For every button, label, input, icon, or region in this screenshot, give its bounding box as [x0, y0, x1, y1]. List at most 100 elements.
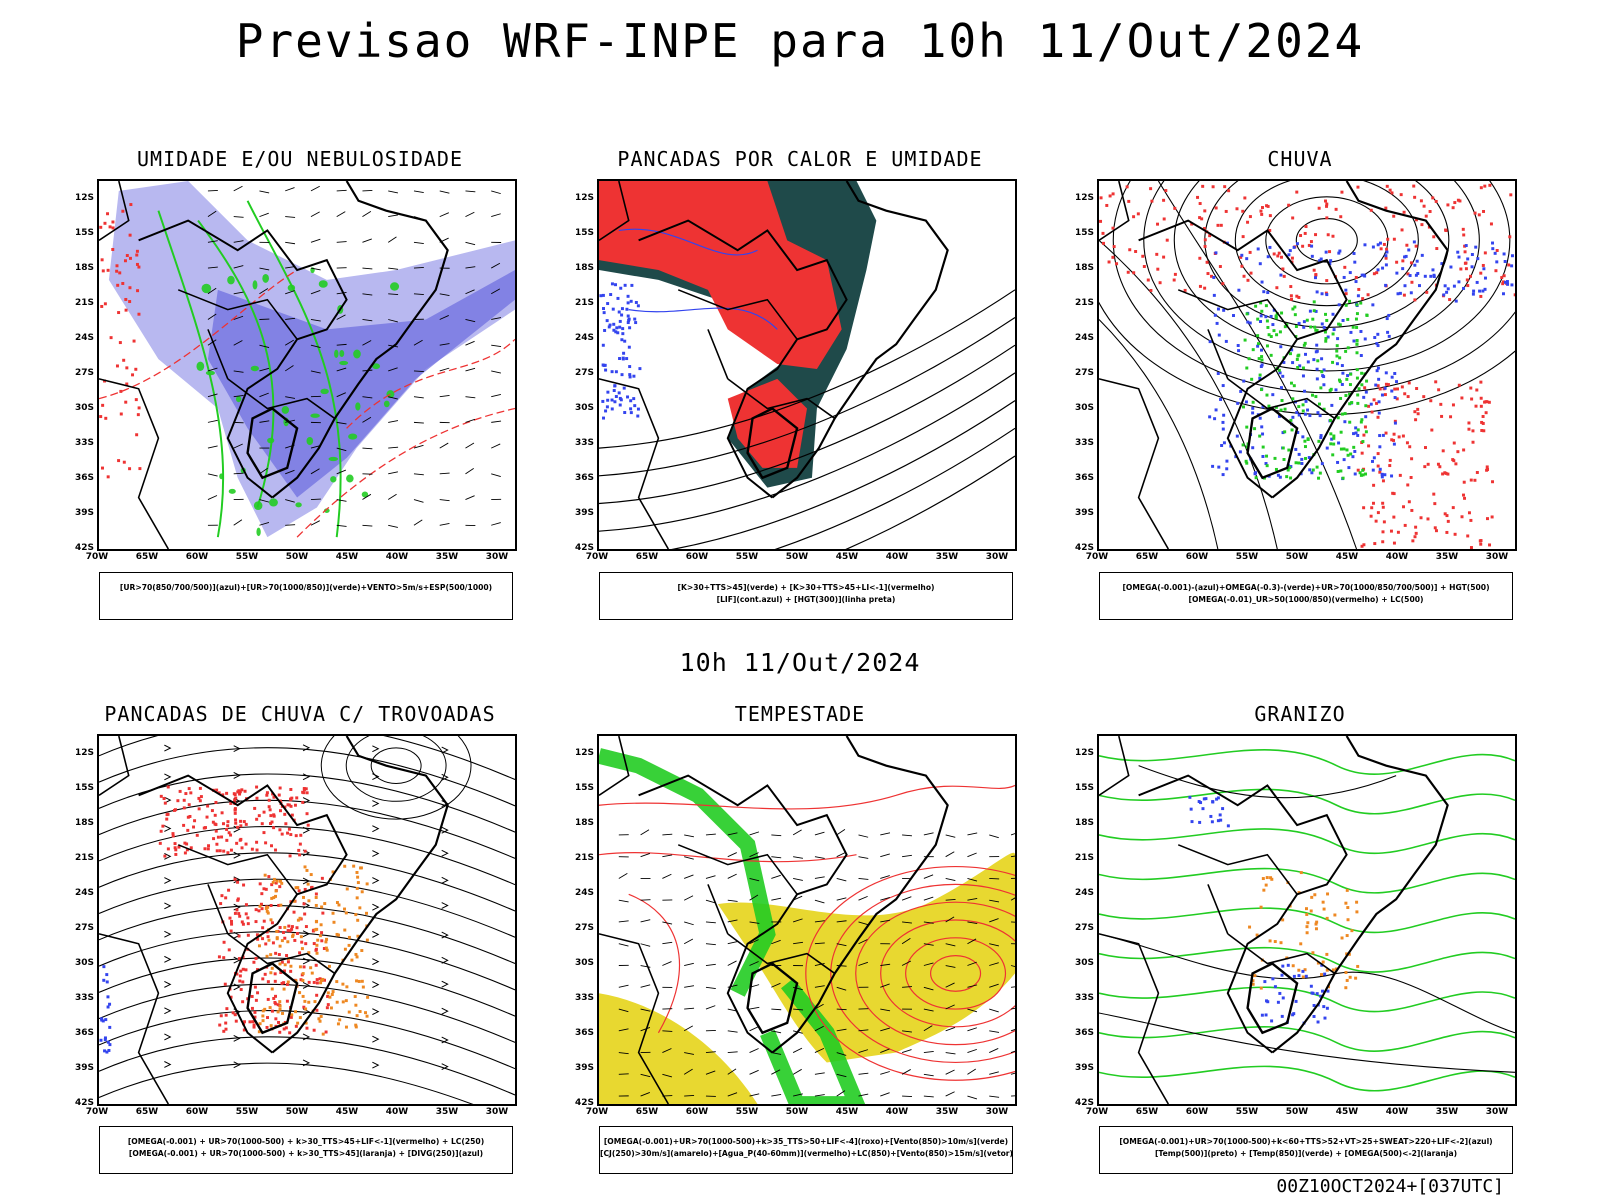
- lat-tick-label: 18S: [1074, 818, 1094, 828]
- field-pixel: [287, 827, 291, 831]
- field-pixel: [124, 297, 128, 301]
- field-pixel: [1467, 421, 1471, 425]
- field-pixel: [278, 799, 282, 803]
- field-pixel: [318, 977, 322, 981]
- field-pixel: [360, 949, 364, 952]
- map-chuva: [1097, 179, 1517, 551]
- field-pixel: [1349, 330, 1353, 334]
- flow-arrow: [164, 773, 172, 781]
- lon-tick-label: 55W: [735, 1107, 759, 1117]
- field-pixel: [1279, 941, 1283, 945]
- wind-vector: [923, 1025, 933, 1032]
- wind-vector: [989, 1008, 999, 1013]
- field-patch: [361, 491, 369, 498]
- field-pixel: [1172, 278, 1176, 282]
- field-pixel: [1295, 242, 1299, 246]
- wind-vector: [285, 499, 295, 503]
- panel-title-umidade: UMIDADE E/OU NEBULOSIDADE: [136, 147, 464, 171]
- wind-vector: [945, 878, 956, 881]
- field-pixel: [242, 820, 246, 824]
- field-pixel: [1260, 309, 1264, 313]
- field-pixel: [1299, 942, 1303, 946]
- wind-vector: [705, 833, 716, 836]
- field-pixel: [315, 927, 319, 931]
- field-pixel: [1483, 184, 1487, 188]
- wind-vector: [989, 1095, 1000, 1098]
- field-pixel: [111, 248, 115, 251]
- field-pixel: [1330, 437, 1334, 441]
- field-pixel: [1259, 986, 1263, 990]
- field-pixel: [289, 787, 293, 791]
- temp850: [1099, 749, 1515, 775]
- field-pixel: [100, 304, 104, 308]
- field-pixel: [1381, 540, 1385, 544]
- field-pixel: [260, 907, 264, 911]
- field-pixel: [301, 790, 305, 794]
- field-pixel: [299, 978, 303, 982]
- field-pixel: [1390, 191, 1394, 195]
- field-pixel: [1295, 294, 1299, 298]
- wind-vector: [793, 941, 804, 945]
- wind-vector: [880, 1027, 890, 1032]
- wind-vector: [618, 1052, 629, 1055]
- wind-vector: [923, 962, 934, 966]
- wind-vector: [902, 834, 912, 837]
- field-pixel: [304, 787, 308, 791]
- field-pixel: [278, 926, 282, 930]
- field-pixel: [1304, 225, 1308, 229]
- legend-line: [OMEGA(-0.001)+UR>70(1000-500)+k<60+TTS>…: [1119, 1137, 1493, 1146]
- coastline: [771, 736, 949, 1054]
- field-pixel: [270, 820, 274, 824]
- coastline: [1271, 181, 1449, 499]
- flow-arrow: [164, 1007, 172, 1015]
- field-pixel: [1277, 251, 1281, 255]
- field-pixel: [1359, 301, 1363, 305]
- field-pixel: [278, 1000, 282, 1004]
- field-pixel: [266, 911, 270, 915]
- field-pixel: [117, 459, 121, 463]
- field-pixel: [1301, 435, 1305, 439]
- field-pixel: [1504, 280, 1507, 284]
- wind-vector: [1011, 1095, 1015, 1097]
- field-pixel: [1465, 278, 1469, 282]
- field-pixel: [1312, 300, 1316, 304]
- field-pixel: [1315, 992, 1319, 996]
- field-pixel: [1475, 388, 1479, 392]
- field-pixel: [1390, 375, 1394, 379]
- field-pixel: [260, 892, 264, 896]
- field-pixel: [278, 885, 282, 889]
- field-pixel: [1451, 506, 1455, 510]
- field-pixel: [1382, 242, 1386, 246]
- field-pixel: [1278, 475, 1282, 479]
- field-pixel: [1217, 465, 1221, 469]
- field-pixel: [628, 365, 632, 369]
- field-pixel: [1480, 420, 1484, 424]
- field-pixel: [183, 851, 187, 855]
- field-pixel: [1258, 373, 1262, 377]
- field-patch: [196, 361, 205, 372]
- field-pixel: [1222, 308, 1226, 312]
- isoline: [370, 747, 422, 784]
- field-pixel: [1279, 345, 1283, 349]
- wind-vector: [388, 293, 399, 295]
- field-pixel: [1485, 465, 1489, 469]
- field-pixel: [1371, 245, 1375, 249]
- field-pixel: [1295, 357, 1299, 361]
- field-pixel: [1271, 393, 1275, 397]
- field-pixel: [626, 314, 630, 318]
- field-patch: [386, 390, 395, 399]
- field-pixel: [1288, 466, 1292, 470]
- wind-vector: [259, 392, 269, 398]
- field-pixel: [321, 911, 325, 915]
- lon-tick-label: 45W: [335, 552, 359, 562]
- field-pixel: [1470, 253, 1474, 256]
- wind-vector: [640, 984, 651, 988]
- field-pixel: [1251, 446, 1255, 450]
- field-pixel: [1415, 259, 1419, 263]
- field-pixel: [1435, 247, 1439, 251]
- field-pixel: [1246, 278, 1250, 282]
- field-pixel: [1245, 366, 1249, 370]
- field-pixel: [229, 995, 233, 999]
- field-pixel: [238, 914, 242, 918]
- field-pixel: [1262, 888, 1266, 892]
